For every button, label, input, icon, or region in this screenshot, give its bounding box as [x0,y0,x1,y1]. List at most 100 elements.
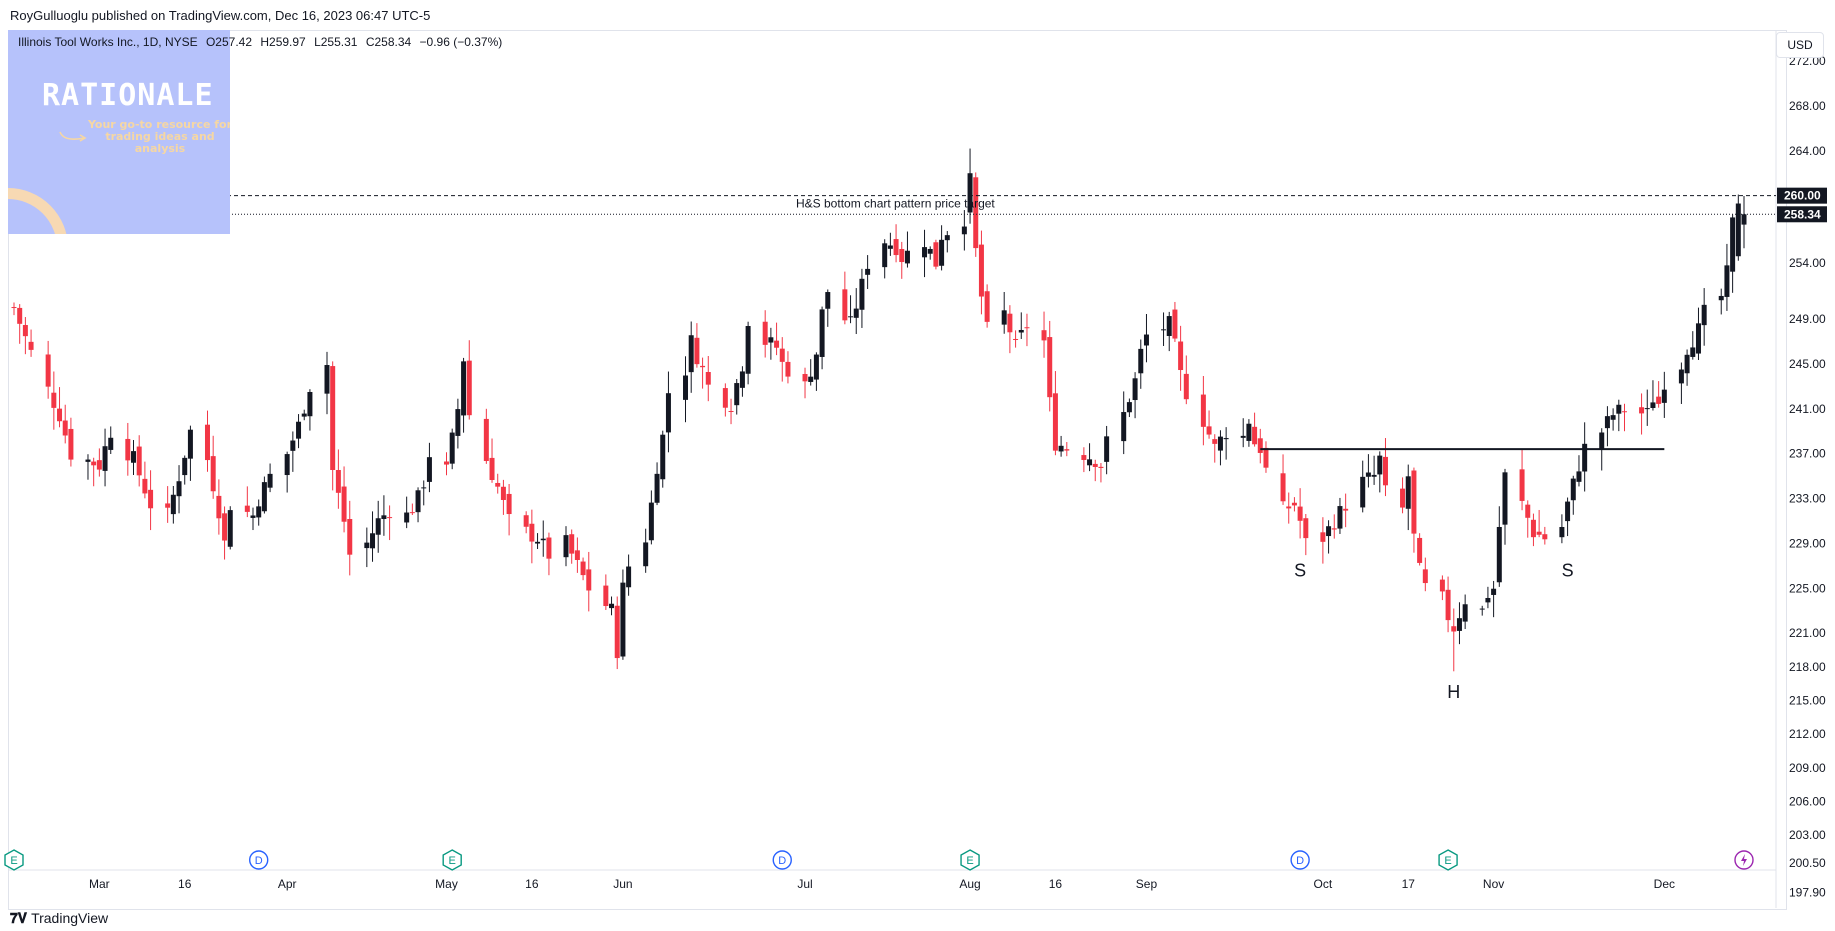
candle-body [1121,412,1127,442]
earnings-marker-icon[interactable] [4,849,24,871]
candle-body [813,354,819,380]
candle-body [85,459,91,462]
candle-body [1024,327,1030,329]
candle-body [1730,217,1736,272]
pattern-label: S [1294,561,1306,581]
candle-body [415,490,421,513]
candle-body [1661,389,1667,403]
dividend-marker-letter: D [1296,855,1304,867]
candle-body [1343,508,1349,511]
candle-body [1132,378,1138,401]
candle-body [1246,423,1252,441]
candle-body [978,244,984,297]
candle-body [1519,469,1525,501]
candle-body [728,410,734,412]
candle-body [1559,527,1565,538]
candle-body [1485,597,1491,603]
candle-body [1337,506,1343,529]
candle-body [1303,518,1309,539]
candle-body [1360,476,1366,508]
earnings-marker-letter: E [449,855,456,867]
candle-body [1257,438,1263,453]
legend-close: C258.34 [365,35,412,49]
candle-body [17,307,23,324]
dividend-marker-icon[interactable] [1290,850,1310,870]
candle-body [347,518,353,555]
candle-body [1741,214,1747,225]
candle-body [1695,323,1701,354]
candle-body [1286,506,1292,509]
candle-body [865,268,871,275]
candle-body [574,550,580,560]
candle-body [1616,404,1622,414]
candle-body [1161,329,1167,331]
y-tick-label: 197.90 [1789,885,1826,899]
x-tick-label: Mar [89,877,110,891]
candle-body [586,569,592,591]
x-tick-label: Aug [959,877,980,891]
y-tick-label: 200.50 [1789,856,1826,870]
candle-body [887,245,893,249]
candle-body [1280,473,1286,502]
x-tick-label: Dec [1654,877,1675,891]
y-tick-label: 206.00 [1789,794,1826,808]
candle-body [700,365,706,368]
candle-body [364,542,370,549]
legend-high: H259.97 [260,35,306,49]
earnings-marker-icon[interactable] [1438,849,1458,871]
y-tick-label: 218.00 [1789,660,1826,674]
candle-body [1718,295,1724,301]
candle-body [1582,443,1588,472]
candle-body [1690,347,1696,357]
candle-body [842,289,848,321]
candle-body [648,502,654,541]
candle-body [1217,436,1223,451]
candle-body [1621,411,1627,413]
brand-title: RATIONALE [42,78,214,113]
candle-body [1599,432,1605,450]
y-tick-label: 229.00 [1789,536,1826,550]
candle-body [1542,534,1548,540]
earnings-marker-icon[interactable] [960,849,980,871]
candle-body [774,340,780,348]
legend-symbol[interactable]: Illinois Tool Works Inc., 1D, NYSE [18,35,198,49]
x-tick-label: Jun [613,877,632,891]
last-price-tag-bg [1777,206,1827,223]
candle-body [131,451,137,463]
candle-body [626,566,632,588]
candle-body [1331,528,1337,530]
x-tick-label: 16 [1049,877,1063,891]
candle-body [1604,416,1610,429]
candle-body [785,361,791,377]
tradingview-footer: 𝟕𝐕 TradingView [10,910,108,927]
candle-body [370,533,376,549]
candle-body [68,428,74,460]
y-tick-label: 225.00 [1789,581,1826,595]
target-price-tag-bg [1777,187,1827,204]
dividend-marker-icon[interactable] [249,850,269,870]
candle-body [1058,445,1064,452]
candle-body [1087,459,1093,466]
candle-body [665,393,671,433]
candle-body [1411,470,1417,534]
candle-body [961,226,967,235]
candle-body [569,534,575,554]
last-price-tag: 258.34 [1784,207,1821,221]
candle-body [1178,341,1184,371]
dividend-marker-icon[interactable] [772,850,792,870]
chart-frame [8,30,1787,910]
candle-body [1263,447,1269,468]
earnings-marker-icon[interactable] [442,849,462,871]
candle-body [1326,526,1332,537]
candle-body [421,487,427,489]
candle-body [444,461,449,465]
candle-body [1206,426,1212,435]
currency-button[interactable]: USD [1776,32,1824,58]
earnings-marker-letter: E [1444,855,1451,867]
candle-body [51,392,57,408]
candle-body [927,248,933,254]
candle-body [125,438,131,461]
candle-body [1678,369,1684,384]
candle-body [324,365,330,394]
